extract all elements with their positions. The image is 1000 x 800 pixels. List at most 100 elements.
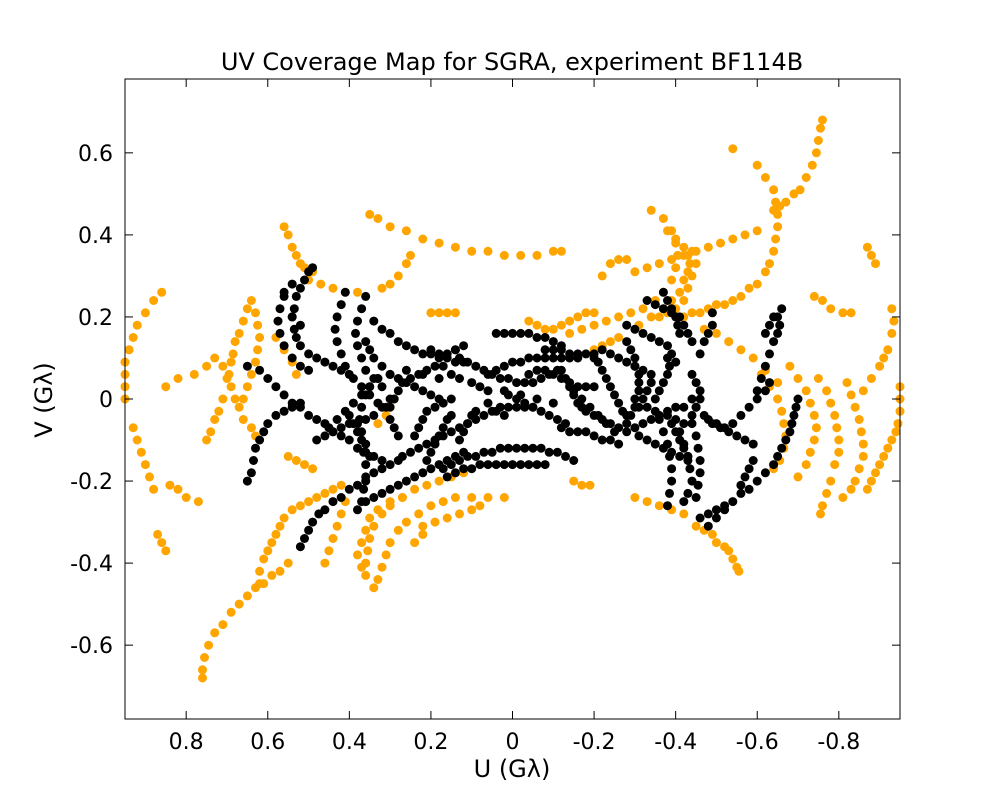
black-uv-point [357, 427, 367, 437]
black-uv-point [589, 382, 599, 392]
orange-uv-point [711, 328, 721, 338]
orange-uv-point [206, 427, 216, 437]
black-uv-point [430, 402, 440, 412]
orange-uv-point [132, 435, 142, 445]
orange-uv-point [242, 591, 252, 601]
orange-uv-point [149, 484, 159, 494]
black-uv-point [638, 394, 648, 404]
orange-uv-point [401, 259, 411, 269]
black-uv-point [605, 349, 615, 359]
black-uv-point [385, 369, 395, 379]
black-uv-point [658, 304, 668, 314]
black-uv-point [556, 353, 566, 363]
black-uv-point [673, 320, 683, 330]
orange-uv-point [426, 501, 436, 511]
orange-uv-point [450, 493, 460, 502]
black-uv-point [597, 345, 607, 355]
x-tick-label: -0.4 [654, 730, 697, 755]
orange-uv-point [842, 378, 852, 388]
black-uv-point [622, 320, 632, 330]
orange-uv-point [218, 620, 228, 630]
black-uv-point [536, 374, 546, 383]
black-uv-point [597, 435, 607, 445]
orange-uv-point [728, 554, 738, 564]
orange-uv-point [418, 529, 428, 539]
black-uv-point [589, 410, 599, 420]
orange-uv-point [846, 484, 856, 494]
orange-uv-point [866, 476, 876, 486]
black-uv-point [475, 460, 485, 470]
black-uv-point [671, 415, 681, 424]
black-uv-point [638, 328, 648, 338]
black-uv-point [393, 480, 403, 490]
orange-uv-point [760, 267, 770, 277]
black-uv-point [765, 320, 774, 330]
orange-uv-point [442, 513, 452, 523]
black-uv-point [377, 464, 387, 474]
black-uv-point [573, 349, 583, 359]
orange-uv-point [671, 263, 681, 273]
orange-uv-point [879, 451, 889, 461]
black-uv-point [687, 369, 697, 379]
x-tick-label: 0.4 [332, 730, 367, 755]
orange-uv-point [336, 480, 346, 490]
black-uv-point [728, 419, 738, 429]
orange-uv-point [369, 521, 379, 531]
orange-uv-point [716, 238, 725, 248]
black-uv-point [255, 435, 265, 445]
orange-uv-point [275, 566, 285, 576]
orange-uv-point [279, 222, 289, 232]
black-uv-point [532, 460, 542, 470]
orange-uv-point [707, 529, 717, 539]
orange-uv-point [807, 160, 817, 170]
orange-uv-point [202, 361, 212, 371]
orange-uv-point [218, 394, 228, 404]
black-uv-point [622, 427, 632, 437]
orange-uv-point [601, 316, 611, 326]
orange-uv-point [773, 222, 783, 232]
x-axis-label: U (Gλ) [474, 755, 551, 783]
orange-uv-point [532, 320, 542, 330]
y-tick-label: 0.4 [78, 224, 113, 249]
orange-uv-point [830, 460, 840, 470]
black-uv-point [353, 316, 362, 326]
black-uv-point [332, 312, 342, 322]
black-uv-point [438, 464, 448, 474]
black-uv-point [357, 353, 367, 363]
orange-uv-point [316, 279, 326, 289]
black-uv-point [406, 447, 415, 457]
black-uv-point [634, 369, 644, 379]
orange-uv-point [556, 246, 566, 256]
orange-uv-point [752, 279, 762, 289]
x-tick-label: 0.2 [413, 730, 448, 755]
black-uv-point [691, 493, 701, 502]
y-tick-label: -0.6 [70, 634, 113, 659]
x-tick-label: 0 [506, 730, 520, 755]
black-uv-point [556, 423, 566, 433]
black-uv-point [361, 476, 371, 486]
orange-uv-point [850, 402, 860, 412]
orange-uv-point [679, 242, 689, 252]
orange-uv-point [646, 312, 656, 322]
black-uv-point [304, 410, 314, 420]
black-uv-point [357, 402, 367, 412]
black-uv-point [581, 427, 591, 437]
black-uv-point [597, 415, 607, 424]
orange-uv-point [642, 497, 652, 507]
black-uv-point [516, 328, 526, 338]
orange-uv-point [385, 279, 395, 289]
black-uv-point [765, 349, 774, 359]
orange-uv-point [614, 255, 624, 264]
orange-uv-point [687, 246, 697, 256]
black-uv-point [630, 423, 640, 433]
black-uv-point [271, 382, 281, 392]
orange-uv-point [826, 476, 836, 486]
orange-uv-point [728, 144, 738, 154]
black-uv-point [752, 394, 762, 404]
black-uv-point [344, 484, 354, 494]
black-uv-point [671, 312, 681, 322]
orange-uv-point [773, 209, 783, 219]
orange-uv-point [246, 369, 256, 379]
black-uv-point [273, 316, 283, 326]
black-uv-point [605, 382, 615, 392]
